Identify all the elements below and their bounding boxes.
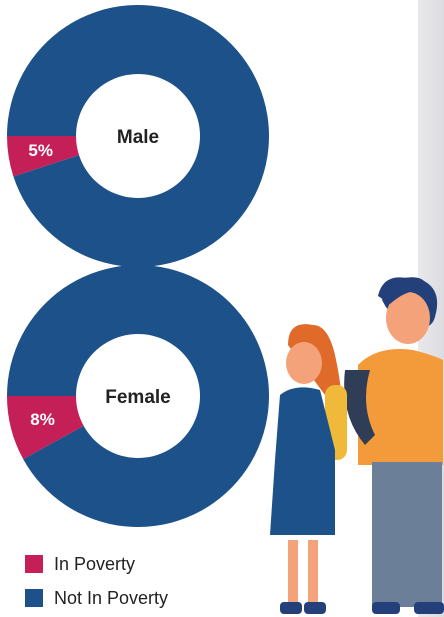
legend: In Poverty Not In Poverty — [25, 554, 168, 608]
donut-slice — [7, 396, 84, 460]
value-label: 8% — [30, 410, 55, 429]
value-label: 5% — [28, 141, 53, 160]
legend-label: In Poverty — [54, 554, 135, 574]
legend-swatch — [25, 555, 43, 573]
center-label: Male — [117, 127, 159, 148]
legend-label: Not In Poverty — [54, 588, 168, 608]
donut-slice — [7, 265, 269, 528]
donut-slice — [7, 5, 270, 268]
donut-slice — [7, 136, 80, 177]
center-label: Female — [105, 387, 170, 408]
legend-swatch — [25, 589, 43, 607]
illustration — [270, 277, 444, 614]
